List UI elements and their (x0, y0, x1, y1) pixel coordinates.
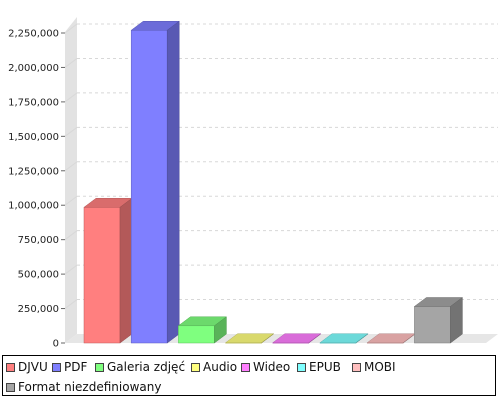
bar-side (450, 296, 463, 344)
y-tick-label: 0 (53, 339, 59, 350)
legend-label: Galeria zdjęć (107, 360, 186, 374)
side-wall (65, 17, 77, 343)
bar-epub (319, 333, 369, 344)
legend-item: Audio (191, 360, 237, 374)
grid-line-side (64, 23, 78, 34)
legend-label: EPUB (309, 360, 341, 374)
legend-swatch (352, 362, 361, 372)
y-tick-label: 500,000 (18, 270, 59, 281)
bars (83, 20, 464, 344)
bar-pdf (130, 20, 180, 344)
legend-swatch (6, 382, 15, 392)
y-tick-label: 1,250,000 (8, 166, 59, 177)
legend-swatch (95, 362, 104, 372)
legend-swatch (191, 362, 200, 372)
grid-line-side (64, 264, 78, 275)
y-tick-label: 1,000,000 (8, 201, 59, 212)
legend-item: DJVU (6, 360, 48, 374)
grid-line-side (64, 92, 78, 103)
legend-item: EPUB (297, 360, 341, 374)
grid-line-side (64, 195, 78, 206)
y-tick-label: 2,250,000 (8, 29, 59, 40)
legend-label: DJVU (18, 360, 48, 374)
y-tick-label: 2,000,000 (8, 63, 59, 74)
legend-item: Format niezdefiniowany (6, 380, 161, 394)
legend-item: Wideo (241, 360, 290, 374)
bar-side (214, 316, 227, 344)
bar-side (261, 333, 274, 344)
chart-back-wall (65, 17, 77, 343)
legend-item: PDF (52, 360, 87, 374)
y-tick-label: 250,000 (18, 304, 59, 315)
legend-swatch (241, 362, 250, 372)
bar-front (414, 306, 451, 344)
bar-front (130, 29, 168, 344)
y-axis: 0 250,000 500,000 750,000 1,000,000 1,250,000… (8, 29, 65, 350)
bar-side (355, 333, 369, 344)
legend-item: Galeria zdjęć (95, 360, 185, 374)
bar-wideo (272, 333, 322, 344)
grid-line-side (64, 230, 78, 241)
grid-line-side (64, 161, 78, 172)
legend-item: MOBI (352, 360, 396, 374)
bar-front (83, 207, 121, 344)
bar-front (178, 325, 215, 344)
legend-swatch (297, 362, 306, 372)
y-tick-label: 1,750,000 (8, 97, 59, 108)
bar-side (308, 333, 322, 344)
y-tick-label: 1,500,000 (8, 132, 59, 143)
legend-label: Format niezdefiniowany (18, 380, 162, 394)
bar-format-niezdefiniowany (413, 296, 464, 344)
bar-audio (224, 333, 275, 344)
bar-chart: 0 250,000 500,000 750,000 1,000,000 1,250,000… (8, 17, 498, 350)
bar-side (119, 197, 133, 344)
bar-djvu (83, 197, 133, 344)
legend-label: PDF (64, 360, 88, 374)
grid-line-side (64, 58, 78, 68)
grid-line-side (64, 126, 78, 137)
legend-swatch (52, 362, 61, 372)
legend: DJVU PDF Galeria zdjęć Audio Wideo EPUB MOBI Fo… (2, 355, 496, 396)
legend-swatch (6, 362, 15, 372)
bar-side (166, 20, 180, 344)
legend-label: Wideo (253, 360, 291, 374)
grid-line-side (64, 299, 78, 309)
legend-label: Audio (203, 360, 238, 374)
bar-galeria-zdjęć (177, 316, 228, 344)
legend-label: MOBI (364, 360, 396, 374)
y-tick-label: 750,000 (18, 235, 59, 246)
